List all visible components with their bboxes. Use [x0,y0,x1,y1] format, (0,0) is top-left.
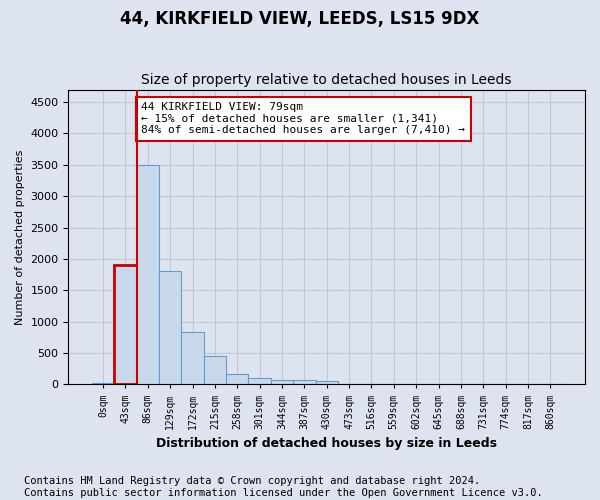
Bar [137,165,159,384]
Bar [293,380,316,384]
Text: 44 KIRKFIELD VIEW: 79sqm
← 15% of detached houses are smaller (1,341)
84% of sem: 44 KIRKFIELD VIEW: 79sqm ← 15% of detach… [141,102,465,136]
Bar [181,332,204,384]
Bar [316,382,338,384]
Y-axis label: Number of detached properties: Number of detached properties [15,150,25,324]
Bar [204,356,226,384]
Title: Size of property relative to detached houses in Leeds: Size of property relative to detached ho… [142,73,512,87]
Bar [92,382,114,384]
Text: Contains HM Land Registry data © Crown copyright and database right 2024.
Contai: Contains HM Land Registry data © Crown c… [24,476,543,498]
Text: 44, KIRKFIELD VIEW, LEEDS, LS15 9DX: 44, KIRKFIELD VIEW, LEEDS, LS15 9DX [121,10,479,28]
Bar [271,380,293,384]
Bar [159,272,181,384]
Bar [248,378,271,384]
X-axis label: Distribution of detached houses by size in Leeds: Distribution of detached houses by size … [156,437,497,450]
Bar [114,265,137,384]
Bar [226,374,248,384]
